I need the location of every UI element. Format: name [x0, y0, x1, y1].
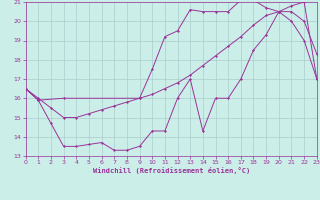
X-axis label: Windchill (Refroidissement éolien,°C): Windchill (Refroidissement éolien,°C) [92, 167, 250, 174]
